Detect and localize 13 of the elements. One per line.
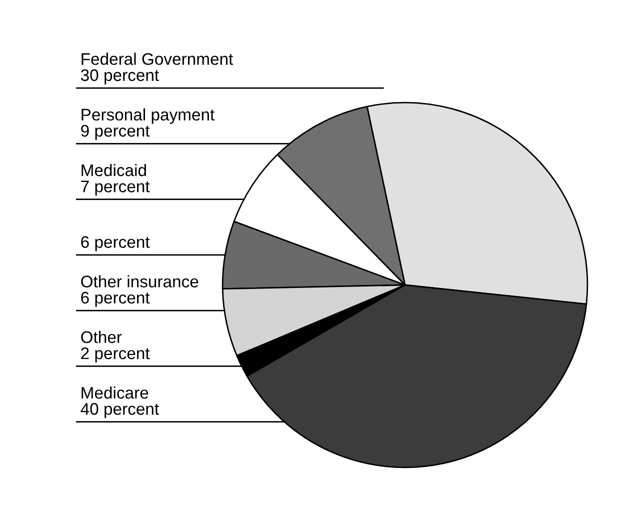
slice-label: Federal Government [82, 52, 234, 65]
slice-label: Other [81, 330, 122, 344]
slice-label: Medicaid [82, 164, 146, 176]
data-label: 40 percent [80, 403, 159, 418]
data-label: 2 percent [81, 347, 150, 363]
slice-label: Personal payment [82, 108, 215, 124]
data-label: 30 percent [80, 69, 159, 84]
data-label: 9 percent [81, 124, 150, 140]
data-label: 6 percent [81, 236, 150, 252]
data-label: 7 percent [81, 180, 150, 196]
slice-label: Other insurance [81, 275, 198, 288]
data-label: 6 percent [81, 292, 150, 307]
slice-label: Medicare [82, 386, 148, 399]
